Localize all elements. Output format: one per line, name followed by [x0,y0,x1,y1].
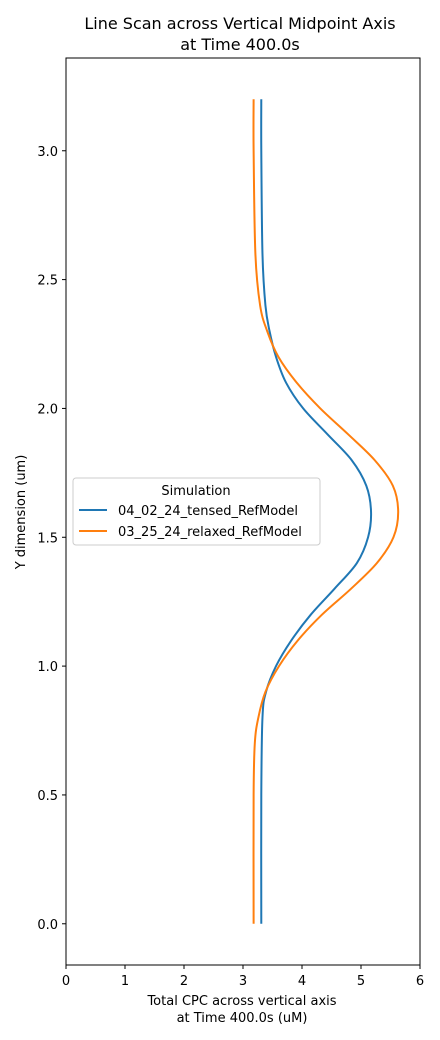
legend-label-tensed: 04_02_24_tensed_RefModel [118,504,298,519]
chart-title: Line Scan across Vertical Midpoint Axis … [84,14,395,54]
x-tick-label: 6 [416,974,424,989]
x-tick-label: 3 [239,974,247,989]
y-tick-label: 3.0 [37,145,58,160]
legend-title: Simulation [161,484,230,499]
y-tick-label: 0.5 [37,789,58,804]
x-axis-label-line-2: at Time 400.0s (uM) [177,1011,308,1026]
x-axis-label-line-1: Total CPC across vertical axis [146,994,336,1009]
y-axis-label: Y dimension (um) [14,455,29,571]
chart-title-line-2: at Time 400.0s [180,35,300,54]
x-tick-label: 5 [357,974,365,989]
y-tick-label: 1.0 [37,660,58,675]
x-axis-label: Total CPC across vertical axis at Time 4… [146,994,336,1026]
y-tick-label: 1.5 [37,531,58,546]
plot-lines [252,99,400,924]
legend-label-relaxed: 03_25_24_relaxed_RefModel [118,525,302,540]
series-line-relaxed [252,99,400,924]
x-axis-ticks: 0 1 2 3 4 5 6 [62,965,424,989]
legend-box [72,477,321,546]
x-tick-label: 4 [298,974,306,989]
chart-title-line-1: Line Scan across Vertical Midpoint Axis [84,14,395,33]
y-axis-ticks: 0.0 0.5 1.0 1.5 2.0 2.5 3.0 [37,145,66,933]
y-tick-label: 2.0 [37,402,58,417]
x-tick-label: 2 [180,974,188,989]
legend: Simulation 04_02_24_tensed_RefModel 03_2… [72,477,321,546]
y-tick-label: 0.0 [37,918,58,933]
x-tick-label: 0 [62,974,70,989]
x-tick-label: 1 [121,974,129,989]
y-tick-label: 2.5 [37,274,58,289]
